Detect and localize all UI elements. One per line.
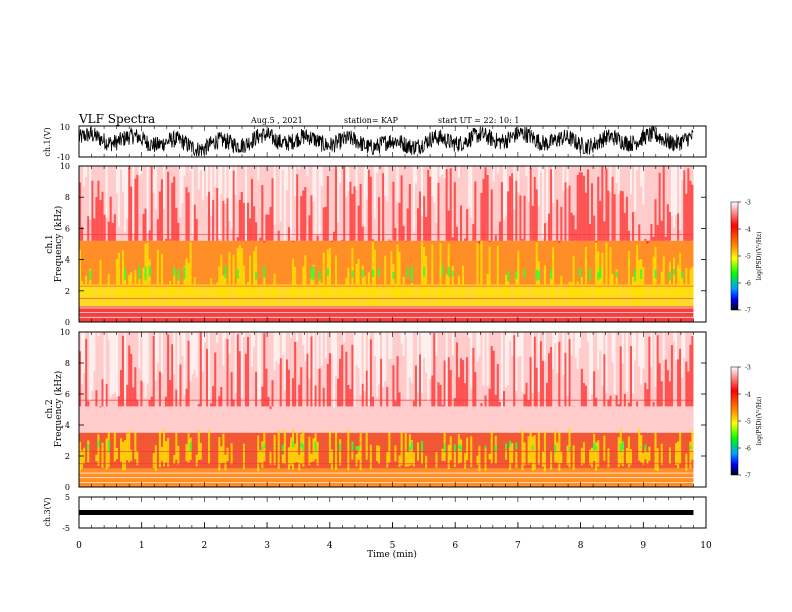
time-tick-label: 2: [202, 541, 208, 551]
ch2-colorbar-label: log(PSD)(V²/Hz): [756, 397, 763, 446]
colorbar-tick-label: -4: [745, 392, 751, 399]
colorbar-tick-label: -6: [745, 281, 751, 288]
ch1-wave-ylabel: ch.1(V): [43, 127, 52, 156]
freq-tick-label: 2: [65, 287, 70, 296]
ch3-waveform-plot: [79, 510, 694, 515]
freq-tick-label: 4: [65, 421, 70, 430]
date-label: Aug.5 , 2021: [250, 116, 303, 125]
ch3-wave-ytick-bottom: -5: [62, 524, 70, 533]
spectrogram-white-streaks: [81, 332, 686, 408]
freq-tick-label: 0: [65, 318, 70, 327]
freq-tick-label: 2: [65, 452, 70, 461]
freq-tick-label: 10: [60, 162, 70, 171]
time-axis-label: Time (min): [367, 549, 417, 560]
ch1-colorbar-ticks: -3 -4 -5 -6 -7: [738, 200, 751, 315]
ch2-spec-ylabel-freq: Frequency (kHz): [53, 371, 64, 448]
colorbar-tick-label: -6: [745, 446, 751, 453]
freq-tick-label: 10: [60, 328, 70, 337]
freq-tick-label: 6: [65, 390, 70, 399]
colorbar-tick-label: -7: [745, 473, 751, 480]
colorbar-tick-label: -7: [745, 308, 751, 315]
ch1-spec-ylabel: ch.1: [45, 234, 55, 253]
spectrogram-yellow-streaks: [79, 241, 694, 307]
time-tick-label: 6: [452, 541, 458, 551]
time-tick-label: 9: [640, 541, 646, 551]
freq-tick-label: 8: [65, 359, 70, 368]
ch1-spec-ylabel-text: ch.1: [45, 234, 55, 253]
colorbar-tick-label: -5: [745, 419, 751, 426]
ch1-wave-panel: 10 -10 ch.1(V): [43, 123, 707, 162]
time-tick-label: 3: [264, 541, 270, 551]
spectrogram-green-patches: [89, 265, 684, 282]
ch1-colorbar: [730, 201, 739, 311]
minor-tick-path: [78, 126, 707, 528]
ch3-wave-ytick-top: 5: [65, 493, 70, 502]
minor-tick-marks: [78, 126, 707, 528]
time-tick-label: 7: [515, 541, 521, 551]
ch1-colorbar-label: log(PSD)(V²/Hz): [756, 232, 763, 281]
spectrogram-band-0: [79, 306, 694, 322]
colorbar-tick-label: -5: [745, 254, 751, 261]
freq-tick-label: 6: [65, 224, 70, 233]
ch3-waveform-band: [79, 510, 694, 515]
colorbar-tick-label: -4: [745, 227, 751, 234]
ch3-wave-ylabel: ch.3(V): [43, 497, 52, 526]
time-axis-ticks: 0 1 2 3 4 5 6 7 8 9 10: [76, 522, 712, 551]
station-label: station= KAP: [344, 116, 399, 125]
figure-title: VLF Spectra: [78, 112, 155, 126]
ch1-wave-ytick-top: 10: [60, 123, 70, 132]
time-tick-label: 0: [76, 541, 82, 551]
start-time-label: start UT = 22: 10: 1: [438, 116, 519, 125]
ch3-wave-panel: 5 -5 ch.3(V) 0 1 2 3 4 5 6 7 8 9 10 Time (min): [43, 493, 712, 560]
time-tick-label: 8: [578, 541, 584, 551]
time-tick-label: 4: [327, 541, 333, 551]
spectrogram-yellow-streaks: [79, 428, 694, 472]
colorbar-tick-label: -3: [745, 365, 751, 372]
freq-tick-label: 0: [65, 483, 70, 492]
ch2-spec-ylabel-ch: ch.2: [45, 399, 55, 418]
ch2-spec-yticks: 0 2 4 6 8 10: [60, 328, 706, 492]
ch1-wave-ytick-bottom: -10: [57, 153, 70, 162]
colorbar-tick-label: -3: [745, 200, 751, 207]
ch2-spectrogram-plot: [79, 332, 694, 487]
ch1-waveform-plot: [78, 126, 694, 157]
freq-tick-label: 4: [65, 256, 70, 265]
ch2-colorbar: [730, 366, 739, 476]
time-tick-label: 5: [390, 541, 396, 551]
ch1-spectrogram-plot: [79, 166, 694, 322]
ch1-waveform-line: [78, 126, 694, 157]
ch1-spec-ylabel-freq: Frequency (kHz): [53, 206, 64, 283]
ch1-spec-yticks: 0 2 4 6 8 10: [60, 162, 706, 327]
freq-tick-label: 8: [65, 193, 70, 202]
time-tick-label: 10: [700, 541, 712, 551]
time-tick-label: 1: [139, 541, 145, 551]
ch2-colorbar-ticks: -3 -4 -5 -6 -7: [738, 365, 751, 480]
